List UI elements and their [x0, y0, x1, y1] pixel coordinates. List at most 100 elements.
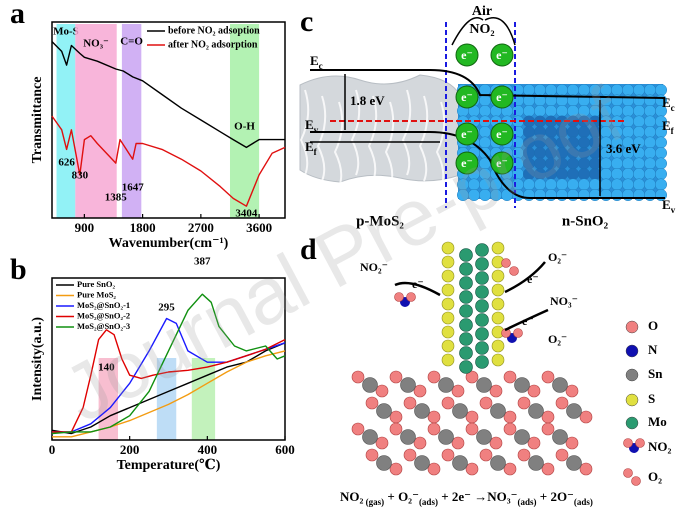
x-tick-label: 0 [49, 442, 56, 457]
x-tick-label: 900 [75, 220, 95, 235]
sno2-sphere [655, 178, 668, 191]
o-atom [489, 436, 503, 450]
mos2-wrinkle [367, 95, 378, 182]
energy-level: Ev [662, 197, 676, 215]
electron [455, 122, 479, 146]
sn-atom [452, 455, 468, 471]
sno2-sphere [523, 83, 536, 96]
sn-atom [566, 403, 582, 419]
mo-atom [475, 299, 489, 313]
o-atom [427, 462, 441, 476]
legend-label: MoS₂@SnO₂-1 [77, 300, 130, 310]
o-atom [579, 410, 593, 424]
energy-level-sub: v [314, 125, 319, 135]
sn-atom [476, 429, 492, 445]
sno2-sphere [633, 104, 646, 117]
band [75, 24, 117, 218]
legend-swatch [625, 344, 639, 358]
electron-label: e⁻ [527, 272, 539, 286]
legend-label: O₂ [648, 469, 662, 484]
o-atom [527, 436, 541, 450]
mo-atom [459, 318, 473, 332]
peak-label: 830 [72, 170, 89, 182]
mo-atom [475, 243, 489, 257]
o-atom [479, 396, 493, 410]
sno2-sphere [644, 104, 657, 117]
energy-level-main: E [305, 139, 314, 154]
peak-label: 387 [194, 256, 211, 268]
o-atom [579, 462, 593, 476]
o-atom [479, 448, 493, 462]
sno2-sphere [622, 188, 635, 201]
sno2-sphere [644, 178, 657, 191]
band-label: O-H [234, 121, 255, 133]
s-atom [441, 255, 455, 269]
legend-label: Pure MoS₂ [77, 289, 116, 299]
mos2-wrinkle [418, 95, 429, 182]
material-label: n-SnO₂ [562, 213, 609, 229]
o-atom [351, 370, 365, 384]
sno2-sphere [655, 136, 668, 149]
sno2-sphere [644, 146, 657, 159]
sno2-sphere [644, 188, 657, 201]
o-atom [623, 438, 633, 448]
equation-main: NO₂ [340, 489, 364, 504]
sn-atom [528, 403, 544, 419]
s-atom [441, 283, 455, 297]
mo-atom [459, 248, 473, 262]
o-atom [403, 448, 417, 462]
sno2-sphere [589, 188, 602, 201]
electron [490, 122, 514, 146]
sno2-sphere [633, 157, 646, 170]
sno2-sphere [578, 188, 591, 201]
energy-level-sub: f [671, 126, 675, 136]
x-tick-label: 400 [198, 442, 218, 457]
o-atom [501, 258, 511, 268]
sno2-sphere [633, 178, 646, 191]
o-atom [427, 410, 441, 424]
species-label: O₂⁻ [548, 250, 567, 264]
sno2-sphere [556, 188, 569, 201]
o-atom [623, 468, 633, 478]
gap-label: 3.6 eV [606, 141, 641, 156]
equation-main: + 2e⁻ →NO₃⁻ [438, 489, 518, 504]
sno2-sphere [655, 167, 668, 180]
sn-atom [400, 377, 416, 393]
o-atom [365, 396, 379, 410]
energy-level-sub: c [671, 103, 675, 113]
peak-label: 626 [58, 157, 75, 169]
sno2-sphere [611, 188, 624, 201]
sn-atom [414, 455, 430, 471]
electron [490, 151, 514, 175]
energy-level-sub: f [314, 147, 318, 157]
gap-label: 1.8 eV [350, 93, 385, 108]
o-atom [375, 436, 389, 450]
sno2-sphere [644, 115, 657, 128]
electron-label: e⁻ [522, 314, 534, 328]
s-atom [441, 339, 455, 353]
sno2-sphere [479, 94, 492, 107]
energy-level-main: E [662, 197, 671, 212]
legend-label: Pure SnO₂ [77, 279, 116, 289]
material-label: p-MoS₂ [356, 213, 404, 229]
o-atom [503, 410, 517, 424]
s-atom [441, 269, 455, 283]
x-axis-label: Wavenumber(cm⁻¹) [109, 236, 229, 251]
panel-label: d [300, 233, 317, 266]
y-axis-label: Transmittance [30, 77, 45, 164]
o-atom [565, 436, 579, 450]
equation-main: + O₂⁻ [384, 489, 419, 504]
mo-atom [475, 313, 489, 327]
o-atom [465, 422, 479, 436]
mos2-wrinkle [333, 101, 344, 188]
energy-level-sub: v [671, 205, 676, 215]
mo-atom [475, 327, 489, 341]
s-atom [441, 353, 455, 367]
energy-level: Ec [662, 95, 675, 113]
transfer-arrow [504, 261, 546, 294]
electron-label: e⁻ [496, 90, 508, 104]
o-atom [389, 462, 403, 476]
sn-atom [552, 377, 568, 393]
energy-level: Ef [305, 139, 318, 157]
